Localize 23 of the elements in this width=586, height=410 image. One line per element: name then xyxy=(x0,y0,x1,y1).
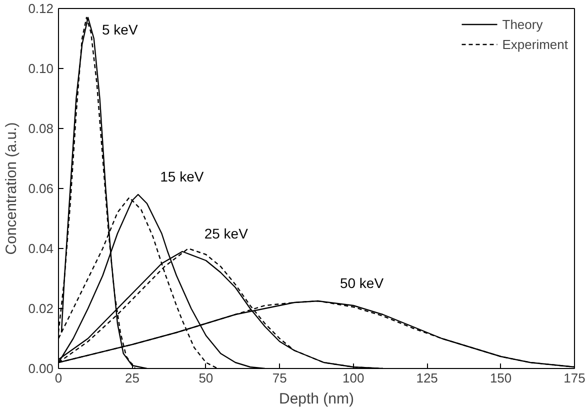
x-tick-label: 0 xyxy=(54,370,62,386)
y-tick-label: 0.06 xyxy=(28,181,54,196)
x-tick-label: 175 xyxy=(564,370,586,386)
y-tick-label: 0.10 xyxy=(28,61,54,76)
x-axis-title: Depth (nm) xyxy=(278,390,354,408)
y-tick-label: 0.02 xyxy=(28,301,54,316)
y-tick-label: 0.04 xyxy=(28,241,54,256)
annotation: 25 keV xyxy=(204,226,249,242)
legend-label: Theory xyxy=(502,16,543,32)
y-tick-label: 0.00 xyxy=(28,361,54,376)
x-tick-label: 150 xyxy=(490,370,512,386)
x-tick-label: 25 xyxy=(124,370,140,386)
annotation: 5 keV xyxy=(102,22,138,38)
annotation: 50 keV xyxy=(340,275,384,291)
legend-label: Experiment xyxy=(502,36,568,52)
x-tick-label: 75 xyxy=(272,370,287,386)
x-tick-label: 100 xyxy=(342,370,364,386)
y-axis-title: Concentration (a.u.) xyxy=(3,122,20,255)
x-tick-label: 125 xyxy=(416,370,438,386)
x-tick-label: 50 xyxy=(198,370,214,386)
y-tick-label: 0.08 xyxy=(28,121,54,136)
y-tick-label: 0.12 xyxy=(28,1,54,16)
annotation: 15 keV xyxy=(160,168,204,184)
